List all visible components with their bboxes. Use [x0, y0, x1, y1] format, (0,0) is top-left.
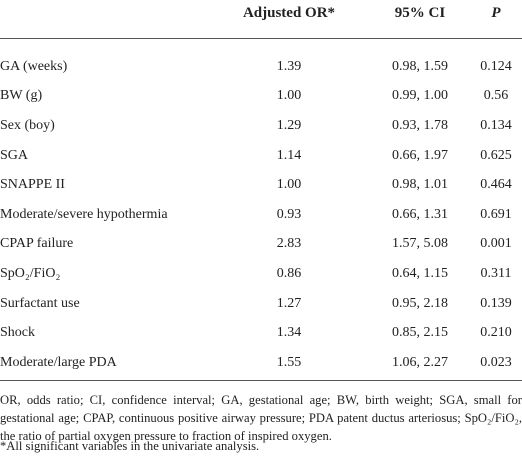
table-row: SpO₂/FiO₂ 0.86 0.64, 1.15 0.311 [0, 259, 522, 289]
header-row: Adjusted OR* 95% CI P [0, 0, 522, 26]
cell: 0.95, 2.18 [392, 295, 448, 311]
table-row: Shock 1.34 0.85, 2.15 0.210 [0, 318, 522, 348]
table-row: BW (g) 1.00 0.99, 1.00 0.56 [0, 82, 522, 112]
row-label: Moderate/severe hypothermia [0, 206, 168, 222]
row-label: Sex (boy) [0, 117, 55, 133]
table-row: CPAP failure 2.83 1.57, 5.08 0.001 [0, 230, 522, 260]
cell: 0.93, 1.78 [392, 117, 448, 133]
header-cell: P [491, 4, 501, 21]
table-row: Moderate/severe hypothermia 0.93 0.66, 1.3… [0, 200, 522, 230]
row-label: Moderate/large PDA [0, 354, 117, 370]
table-row: SGA 1.14 0.66, 1.97 0.625 [0, 141, 522, 171]
cell: 0.98, 1.01 [392, 177, 448, 193]
rule [0, 380, 522, 381]
table-row: GA (weeks) 1.39 0.98, 1.59 0.124 [0, 52, 522, 82]
row-label: CPAP failure [0, 236, 74, 252]
cell: 1.57, 5.08 [392, 236, 448, 252]
cell: 0.691 [480, 206, 512, 222]
cell: 1.55 [276, 354, 302, 370]
footnote: OR, odds ratio; CI, confidence interval;… [0, 393, 522, 443]
table-row: Surfactant use 1.27 0.95, 2.18 0.139 [0, 289, 522, 319]
cell: 0.311 [480, 265, 512, 281]
cell: 1.06, 2.27 [392, 354, 448, 370]
cell: 0.66, 1.31 [392, 206, 448, 222]
cell: 0.66, 1.97 [392, 147, 448, 163]
cell: 0.56 [483, 88, 509, 104]
row-label: Shock [0, 325, 35, 341]
cell: 0.001 [480, 236, 512, 252]
header-cell: Adjusted OR* [242, 4, 336, 21]
row-label: SpO₂/FiO₂ [0, 265, 61, 281]
cell: 0.85, 2.15 [392, 325, 448, 341]
header-cell: 95% CI [394, 4, 446, 21]
table-row: Moderate/large PDA 1.55 1.06, 2.27 0.023 [0, 348, 522, 378]
row-label: Surfactant use [0, 295, 80, 311]
table-row: Sex (boy) 1.29 0.93, 1.78 0.134 [0, 111, 522, 141]
cell: 0.64, 1.15 [392, 265, 448, 281]
cell: 0.93 [276, 206, 302, 222]
cell: 1.00 [276, 88, 302, 104]
rule [0, 38, 522, 39]
cell: 0.134 [480, 117, 512, 133]
cell: 1.27 [276, 295, 302, 311]
row-label: BW (g) [0, 88, 43, 104]
cell: 0.464 [480, 177, 512, 193]
cell: 1.29 [276, 117, 302, 133]
cell: 1.14 [276, 147, 302, 163]
cell: 1.00 [276, 177, 302, 193]
cell: 0.139 [480, 295, 512, 311]
table-row: SNAPPE II 1.00 0.98, 1.01 0.464 [0, 170, 522, 200]
cell: 0.625 [480, 147, 512, 163]
cell: 1.39 [276, 58, 302, 74]
cell: 0.86 [276, 265, 302, 281]
footnote: *All significant variables in the univar… [0, 439, 260, 453]
cell: 0.210 [480, 325, 512, 341]
row-label: GA (weeks) [0, 58, 68, 74]
cell: 2.83 [276, 236, 302, 252]
cell: 0.99, 1.00 [392, 88, 448, 104]
row-label: SGA [0, 147, 29, 163]
cell: 0.124 [480, 58, 512, 74]
row-label: SNAPPE II [0, 177, 65, 193]
cell: 0.023 [480, 354, 512, 370]
cell: 1.34 [276, 325, 302, 341]
cell: 0.98, 1.59 [392, 58, 448, 74]
